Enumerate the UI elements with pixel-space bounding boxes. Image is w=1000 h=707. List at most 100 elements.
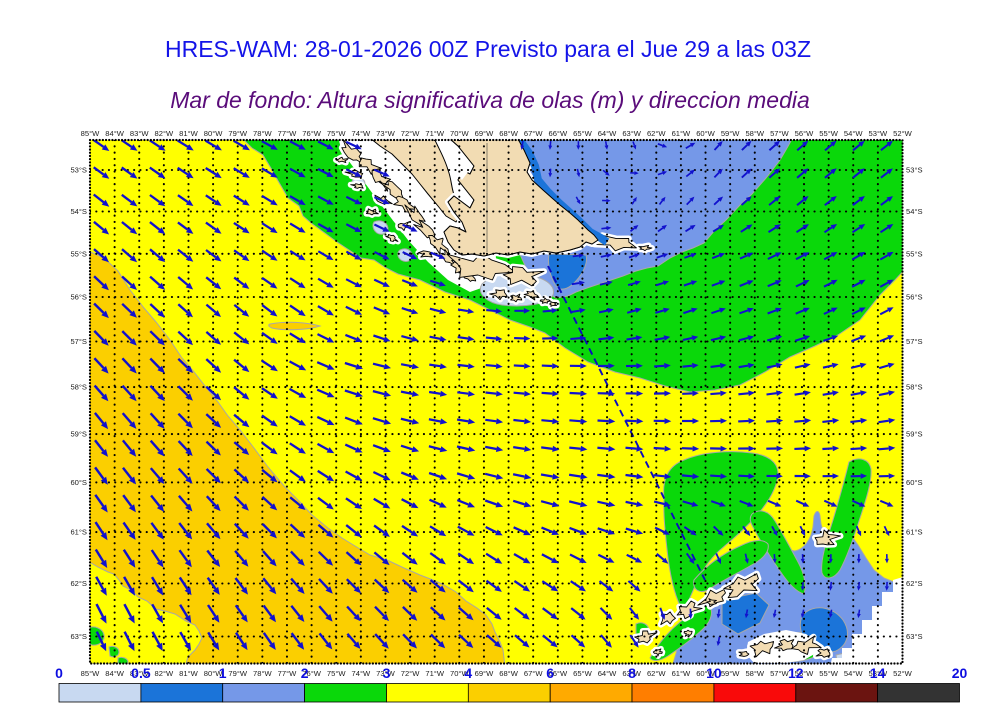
island — [539, 297, 551, 304]
colorbar-segment — [222, 683, 305, 703]
lon-label-bottom: 79°W — [228, 669, 247, 678]
lon-label-top: 72°W — [401, 129, 420, 138]
colorbar-segment — [467, 683, 551, 703]
lon-label-top: 61°W — [672, 129, 691, 138]
region-wave-4-6m-lens — [268, 321, 322, 331]
colorbar-tick-label: 1 — [219, 665, 227, 681]
lon-label-bottom: 73°W — [376, 669, 395, 678]
lat-label-left: 56°S — [70, 293, 87, 302]
lon-label-bottom: 75°W — [327, 669, 346, 678]
lon-label-top: 74°W — [352, 129, 371, 138]
colorbar-tick-label: 14 — [870, 665, 886, 681]
colorbar-segment — [549, 683, 633, 703]
colorbar-tick-label: 4 — [464, 665, 472, 681]
island — [549, 301, 558, 307]
colorbar-tick-label: 10 — [706, 665, 722, 681]
lat-label-right: 60°S — [906, 478, 923, 487]
lon-label-bottom: 82°W — [155, 669, 174, 678]
lat-label-right: 62°S — [906, 579, 923, 588]
colorbar-segment — [877, 683, 960, 703]
lon-label-top: 56°W — [795, 129, 814, 138]
colorbar-tick-label: 6 — [546, 665, 554, 681]
lon-label-top: 68°W — [499, 129, 518, 138]
island — [417, 250, 434, 258]
lon-label-bottom: 64°W — [598, 669, 617, 678]
colorbar-segment — [386, 683, 469, 703]
ship-track-dashed-line — [547, 265, 706, 581]
lon-label-top: 55°W — [819, 129, 838, 138]
lon-label-bottom: 60°W — [696, 669, 715, 678]
colorbar: 0 0.5 1 2 3 4 6 8 10 12 14 20 — [55, 665, 968, 703]
lon-label-top: 78°W — [253, 129, 272, 138]
lon-label-bottom: 69°W — [475, 669, 494, 678]
lat-label-right: 55°S — [906, 249, 923, 258]
lon-label-bottom: 72°W — [401, 669, 420, 678]
colorbar-tick-label: 2 — [301, 665, 309, 681]
lat-label-right: 59°S — [906, 430, 923, 439]
colorbar-segment — [795, 683, 879, 703]
wave-direction-arrows — [92, 140, 896, 652]
lat-label-right: 61°S — [906, 528, 923, 537]
chart-title: HRES-WAM: 28-01-2026 00Z Previsto para e… — [165, 36, 811, 62]
lon-label-bottom: 77°W — [278, 669, 297, 678]
lon-label-top: 67°W — [524, 129, 543, 138]
lon-label-bottom: 55°W — [819, 669, 838, 678]
lat-label-right: 58°S — [906, 383, 923, 392]
island — [706, 598, 717, 605]
lon-label-bottom: 66°W — [548, 669, 567, 678]
lon-label-bottom: 53°W — [869, 669, 888, 678]
island — [738, 650, 750, 657]
map-frame — [88, 138, 904, 665]
lon-label-bottom: 68°W — [499, 669, 518, 678]
region-wave-2-3m-spot — [117, 656, 129, 664]
bottom-right-wave-zone — [635, 451, 903, 664]
lon-label-bottom: 57°W — [770, 669, 789, 678]
island — [502, 266, 545, 287]
lon-label-bottom: 61°W — [672, 669, 691, 678]
lon-label-bottom: 78°W — [253, 669, 272, 678]
lon-label-top: 85°W — [81, 129, 100, 138]
lon-label-bottom: 83°W — [130, 669, 149, 678]
lat-label-right: 56°S — [906, 293, 923, 302]
lon-label-bottom: 76°W — [302, 669, 321, 678]
lon-label-bottom: 56°W — [795, 669, 814, 678]
islands — [333, 140, 844, 661]
lon-label-top: 53°W — [869, 129, 888, 138]
lon-label-top: 59°W — [721, 129, 740, 138]
lon-label-bottom: 74°W — [352, 669, 371, 678]
lon-label-bottom: 85°W — [81, 669, 100, 678]
axis-labels: 85°W 85°W 84°W 84°W 83°W 83°W 82°W 82°W 81°W 81°W… — [70, 129, 922, 678]
lon-label-top: 80°W — [204, 129, 223, 138]
island — [446, 252, 516, 281]
mainland-isla-grande — [367, 140, 610, 290]
lon-label-bottom: 59°W — [721, 669, 740, 678]
lon-label-bottom: 54°W — [844, 669, 863, 678]
colorbar-tick-label: 12 — [788, 665, 804, 681]
lon-label-bottom: 62°W — [647, 669, 666, 678]
lon-label-top: 84°W — [105, 129, 124, 138]
lon-label-top: 71°W — [425, 129, 444, 138]
lon-label-top: 73°W — [376, 129, 395, 138]
lat-label-left: 57°S — [70, 337, 87, 346]
island — [697, 589, 726, 608]
lon-label-bottom: 67°W — [524, 669, 543, 678]
lat-label-left: 62°S — [70, 579, 87, 588]
lon-label-bottom: 58°W — [745, 669, 764, 678]
chart-subtitle: Mar de fondo: Altura significativa de ol… — [170, 87, 810, 113]
lon-label-bottom: 81°W — [179, 669, 198, 678]
lat-label-right: 57°S — [906, 337, 923, 346]
lon-label-top: 63°W — [622, 129, 641, 138]
region-wave-3-4m-tongue — [90, 561, 203, 664]
lon-label-bottom: 84°W — [105, 669, 124, 678]
island — [683, 629, 693, 637]
colorbar-tick-label: 20 — [952, 665, 968, 681]
island — [523, 290, 540, 301]
island — [638, 245, 653, 252]
lon-label-top: 65°W — [573, 129, 592, 138]
lon-label-top: 58°W — [745, 129, 764, 138]
lat-label-left: 53°S — [70, 166, 87, 175]
lat-label-right: 54°S — [906, 207, 923, 216]
island — [634, 630, 658, 644]
colorbar-tick-label: 3 — [383, 665, 391, 681]
